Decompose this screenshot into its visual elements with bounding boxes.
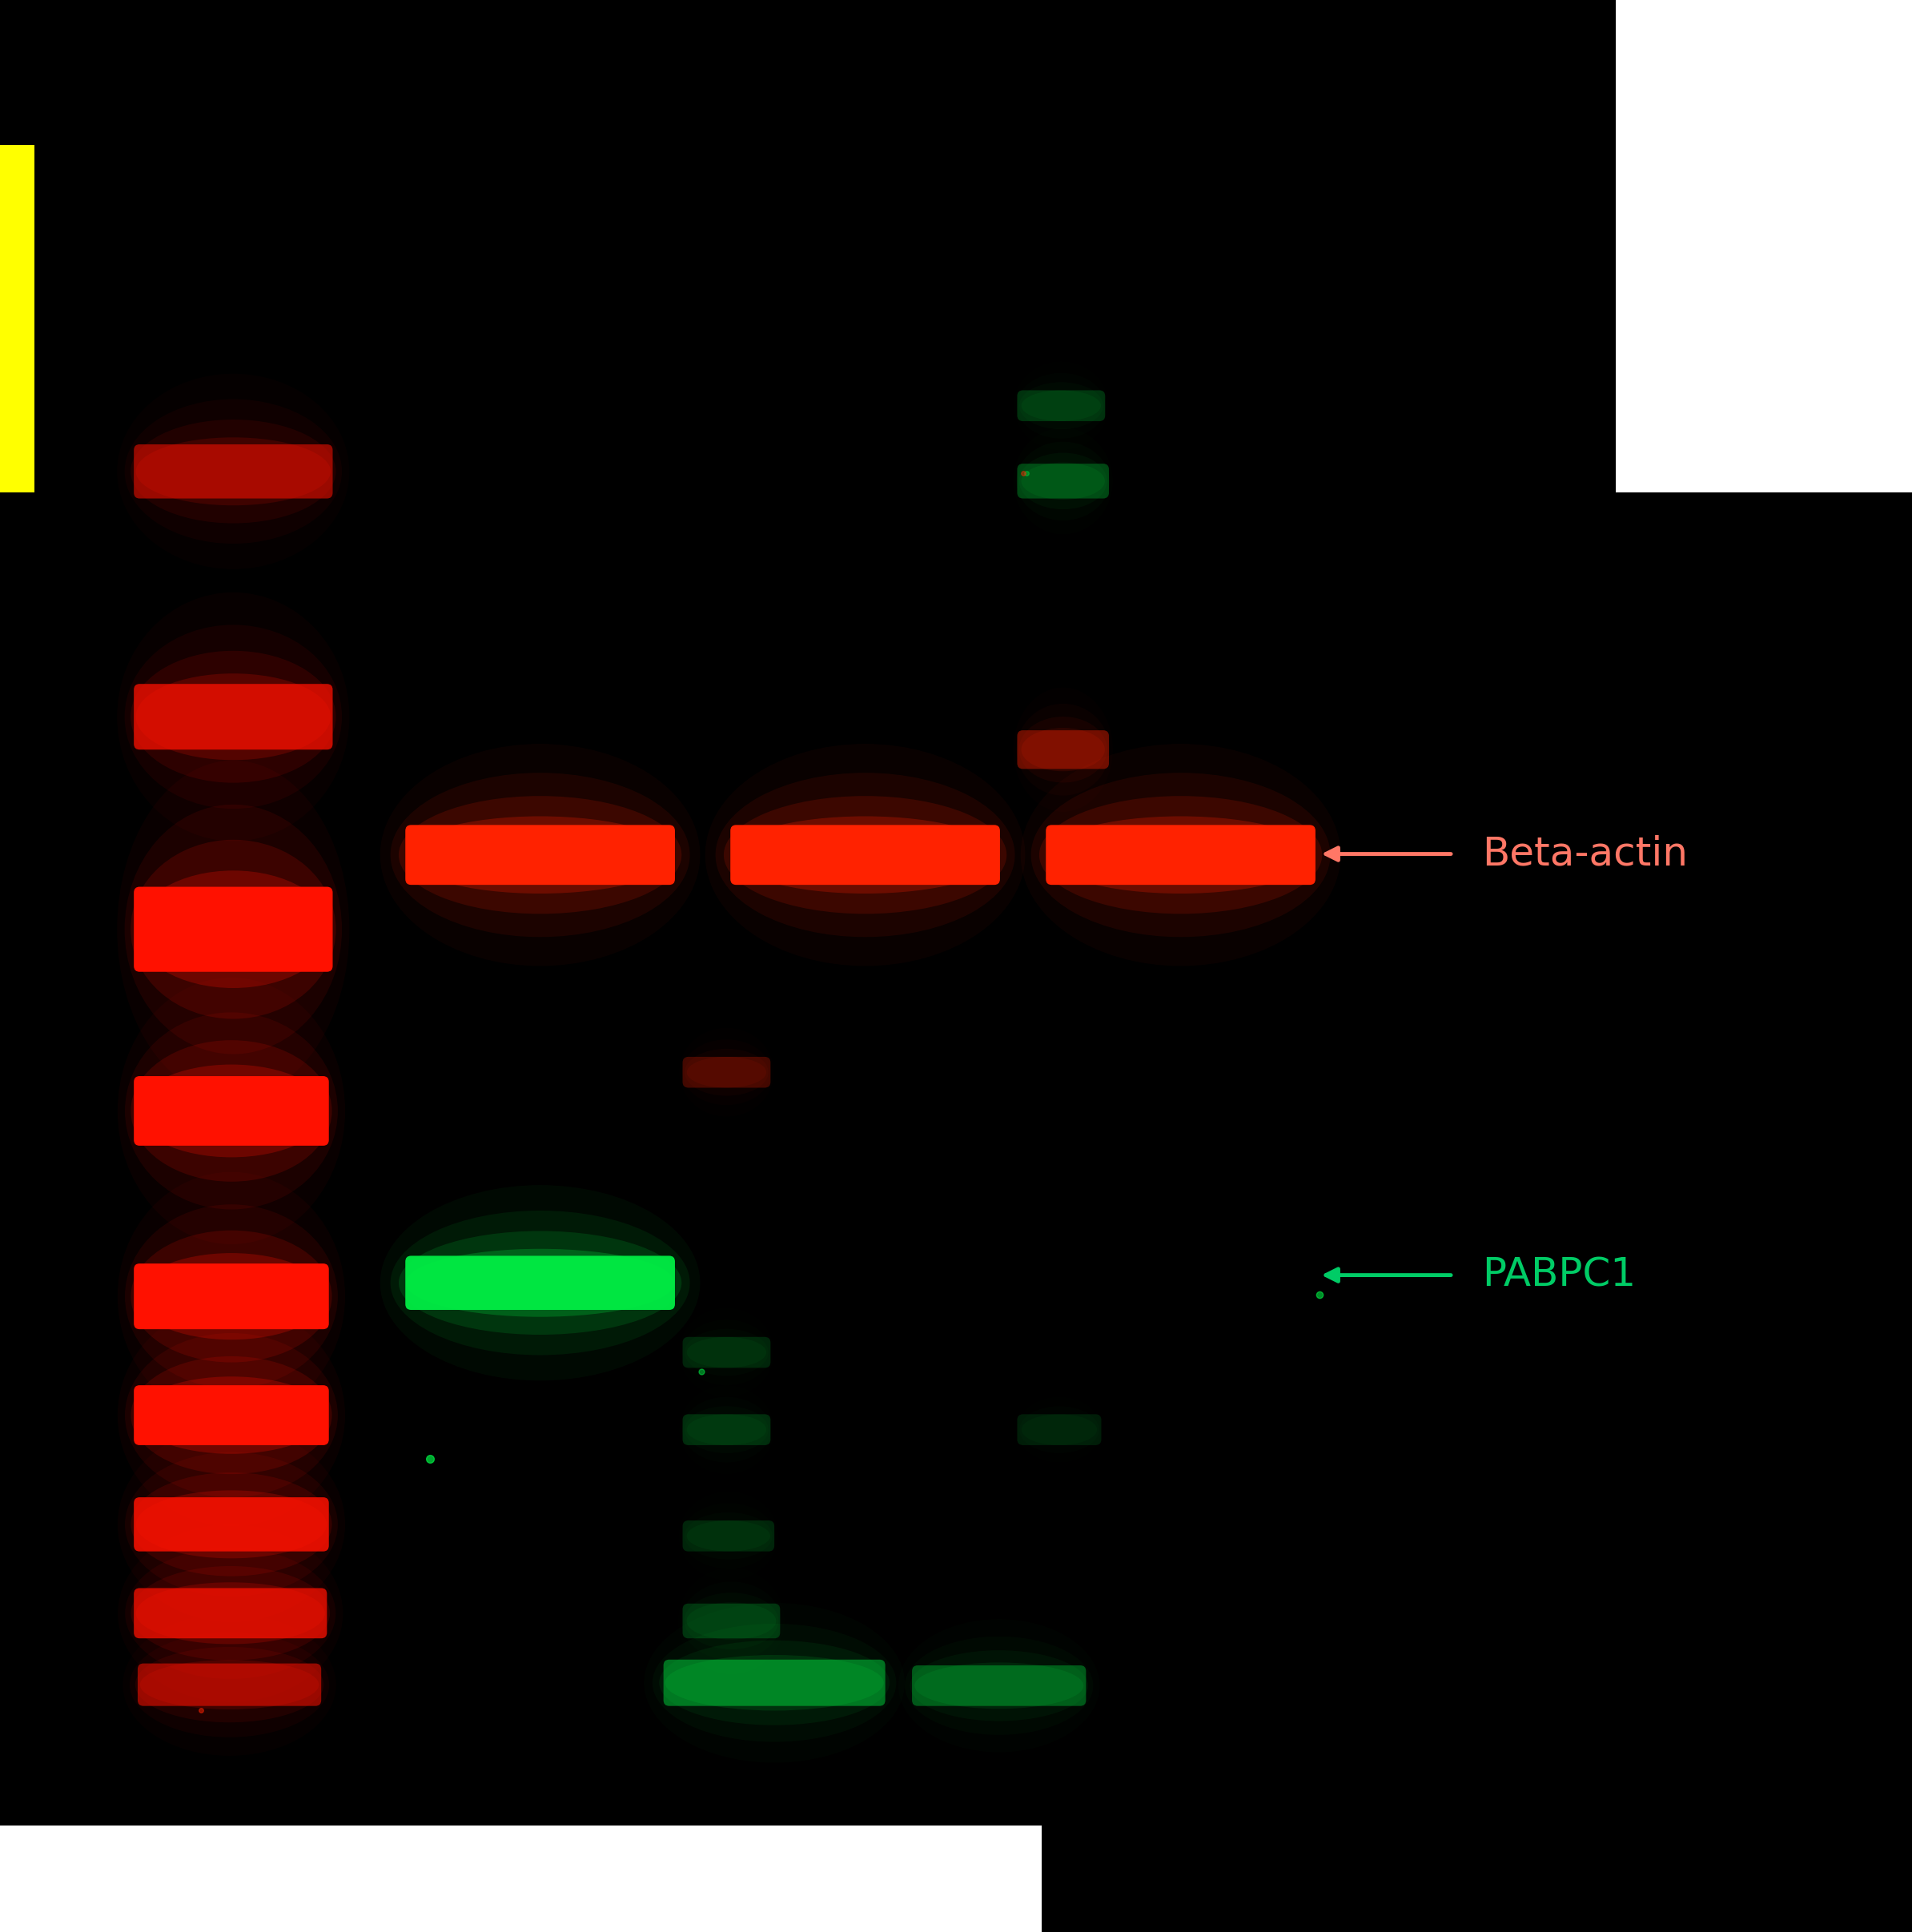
Ellipse shape xyxy=(124,804,342,1055)
FancyBboxPatch shape xyxy=(138,1663,321,1706)
Ellipse shape xyxy=(686,1057,767,1088)
Ellipse shape xyxy=(136,1065,327,1157)
Ellipse shape xyxy=(725,796,1006,914)
FancyBboxPatch shape xyxy=(683,1520,774,1551)
Ellipse shape xyxy=(130,1567,331,1660)
Ellipse shape xyxy=(136,1490,327,1559)
FancyBboxPatch shape xyxy=(730,825,1000,885)
Ellipse shape xyxy=(136,1376,327,1453)
Ellipse shape xyxy=(1031,773,1331,937)
FancyBboxPatch shape xyxy=(683,1057,771,1088)
Bar xyxy=(0,145,34,493)
Ellipse shape xyxy=(124,1333,338,1497)
FancyBboxPatch shape xyxy=(1046,825,1315,885)
Ellipse shape xyxy=(400,1231,681,1335)
Ellipse shape xyxy=(136,871,331,987)
Ellipse shape xyxy=(1021,462,1105,500)
Bar xyxy=(0,1826,1042,1932)
Ellipse shape xyxy=(124,1453,338,1596)
Ellipse shape xyxy=(400,796,681,914)
Ellipse shape xyxy=(130,1472,333,1577)
FancyBboxPatch shape xyxy=(134,1264,329,1329)
Ellipse shape xyxy=(130,840,337,1018)
FancyBboxPatch shape xyxy=(405,825,675,885)
Ellipse shape xyxy=(124,1012,338,1209)
Ellipse shape xyxy=(405,1248,675,1318)
Ellipse shape xyxy=(130,1356,333,1474)
Ellipse shape xyxy=(136,1254,327,1339)
Ellipse shape xyxy=(730,817,1000,893)
FancyBboxPatch shape xyxy=(1017,464,1109,498)
FancyBboxPatch shape xyxy=(134,684,333,750)
Ellipse shape xyxy=(124,624,342,810)
Ellipse shape xyxy=(1019,717,1107,782)
Ellipse shape xyxy=(1046,817,1315,893)
Ellipse shape xyxy=(130,651,337,782)
FancyBboxPatch shape xyxy=(663,1660,885,1706)
FancyBboxPatch shape xyxy=(134,887,333,972)
FancyBboxPatch shape xyxy=(683,1604,780,1638)
Ellipse shape xyxy=(130,1231,333,1362)
FancyBboxPatch shape xyxy=(134,1076,329,1146)
FancyBboxPatch shape xyxy=(134,1385,329,1445)
Ellipse shape xyxy=(1021,390,1101,421)
Bar xyxy=(1616,0,1912,493)
FancyBboxPatch shape xyxy=(405,1256,675,1310)
Ellipse shape xyxy=(914,1662,1084,1708)
FancyBboxPatch shape xyxy=(683,1337,771,1368)
FancyBboxPatch shape xyxy=(1017,730,1109,769)
Ellipse shape xyxy=(140,1660,319,1710)
Ellipse shape xyxy=(130,1039,333,1182)
Ellipse shape xyxy=(686,1602,776,1640)
Ellipse shape xyxy=(136,1646,323,1723)
Ellipse shape xyxy=(136,437,331,506)
Ellipse shape xyxy=(1021,728,1105,771)
FancyBboxPatch shape xyxy=(134,1588,327,1638)
Ellipse shape xyxy=(715,773,1015,937)
FancyBboxPatch shape xyxy=(683,1414,771,1445)
FancyBboxPatch shape xyxy=(1017,390,1105,421)
FancyBboxPatch shape xyxy=(134,1497,329,1551)
Text: PABPC1: PABPC1 xyxy=(1482,1256,1635,1294)
FancyBboxPatch shape xyxy=(1017,1414,1101,1445)
Ellipse shape xyxy=(390,773,690,937)
Ellipse shape xyxy=(1040,796,1321,914)
Ellipse shape xyxy=(390,1211,690,1354)
FancyBboxPatch shape xyxy=(134,444,333,498)
Ellipse shape xyxy=(124,1204,338,1389)
FancyBboxPatch shape xyxy=(912,1665,1086,1706)
Ellipse shape xyxy=(405,817,675,893)
Ellipse shape xyxy=(136,674,331,759)
Ellipse shape xyxy=(124,1548,337,1679)
Text: Beta-actin: Beta-actin xyxy=(1482,835,1688,873)
Ellipse shape xyxy=(136,1582,325,1644)
Ellipse shape xyxy=(130,419,337,524)
Ellipse shape xyxy=(665,1656,883,1710)
Ellipse shape xyxy=(660,1640,889,1725)
